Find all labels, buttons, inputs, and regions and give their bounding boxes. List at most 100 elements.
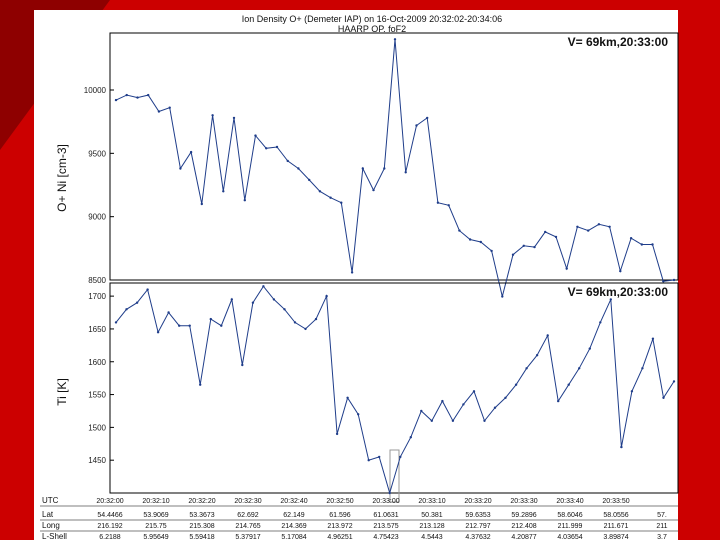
table-cell: 215.308 [189, 523, 214, 530]
bottom-data-point [135, 301, 139, 304]
table-cell: 58.0556 [603, 512, 628, 519]
top-data-point [501, 295, 504, 298]
bottom-data-point [609, 298, 612, 301]
top-data-point [608, 225, 611, 228]
table-cell: 20:32:40 [280, 498, 307, 505]
bottom-data-point [357, 413, 360, 416]
top-data-point [587, 229, 590, 232]
bottom-data-point [293, 321, 297, 324]
bottom-data-point [451, 419, 455, 422]
table-cell: 6.2188 [99, 534, 121, 540]
top-data-point [426, 116, 429, 120]
top-chart-title: Ion Density O+ (Demeter IAP) on 16-Oct-2… [242, 14, 502, 24]
bottom-data-point [220, 324, 223, 327]
table-cell: 20:32:30 [234, 498, 261, 505]
table-cell: 211 [656, 523, 667, 530]
top-data-point [372, 188, 375, 192]
bottom-data-point [314, 317, 318, 321]
top-y-tick-label: 9000 [88, 213, 106, 222]
top-data-point [275, 145, 279, 149]
table-cell: 5.59418 [189, 534, 214, 540]
bottom-data-point [146, 288, 149, 291]
bottom-data-point [430, 419, 433, 422]
top-data-point [125, 93, 128, 97]
bottom-y-tick-label: 1600 [88, 358, 106, 367]
top-data-point [597, 223, 601, 226]
bottom-data-point [209, 317, 212, 321]
table-cell: 20:32:10 [142, 498, 169, 505]
top-chart-legend: V= 69km,20:33:00 [568, 35, 669, 49]
top-data-point [565, 267, 568, 270]
table-row-label: Long [42, 521, 60, 530]
top-data-point [522, 244, 525, 247]
table-cell: 20:32:20 [188, 498, 215, 505]
table-cell: 4.03654 [557, 534, 582, 540]
top-data-point [533, 245, 536, 249]
table-cell: 215.75 [145, 523, 167, 530]
top-y-tick-label: 9500 [88, 149, 106, 158]
top-data-point [458, 229, 461, 232]
top-y-ticks: 8500 9000 9500 10000 [84, 86, 114, 285]
table-cell: 53.3673 [189, 512, 214, 519]
chart-panel [34, 10, 678, 540]
top-data-point [672, 278, 676, 282]
top-data-point [211, 114, 214, 117]
bottom-data-point [651, 337, 655, 340]
top-y-tick-label: 10000 [84, 86, 107, 95]
table-cell: 59.2896 [511, 512, 536, 519]
top-data-point [200, 202, 203, 206]
bottom-data-point [346, 396, 349, 399]
table-cell: 20:33:30 [510, 498, 537, 505]
bottom-data-point [325, 294, 328, 298]
top-data-point [619, 269, 622, 273]
table-cell: 20:33:40 [556, 498, 583, 505]
top-data-point [136, 96, 139, 99]
highlight-marker [389, 449, 400, 503]
bottom-series-line [115, 285, 675, 495]
table-cell: 61.596 [329, 512, 351, 519]
bottom-data-point [567, 383, 570, 386]
top-data-point [329, 196, 332, 199]
bottom-data-point [441, 399, 444, 403]
table-cell: 3.89874 [603, 534, 628, 540]
bottom-y-tick-label: 1450 [88, 456, 106, 465]
table-cell: 214.765 [235, 523, 260, 530]
top-data-point [629, 237, 633, 240]
top-data-point [393, 38, 397, 41]
bottom-data-point [525, 367, 528, 370]
top-data-point [554, 235, 558, 239]
bottom-data-point [241, 363, 244, 367]
table-cell: 20:32:00 [96, 498, 123, 505]
top-data-point [286, 159, 289, 163]
table-cell: 213.128 [419, 523, 444, 530]
bottom-data-point [599, 321, 602, 324]
top-data-point [232, 116, 236, 120]
table-cell: 20:32:50 [326, 498, 353, 505]
top-data-point [308, 178, 311, 182]
table-cell: 4.20877 [511, 534, 536, 540]
bottom-data-point [630, 390, 634, 393]
top-y-tick-label: 8500 [88, 276, 106, 285]
bottom-data-point [199, 383, 202, 386]
bottom-data-point [546, 334, 549, 337]
table-cell: 62.149 [283, 512, 305, 519]
bottom-data-point [620, 445, 623, 449]
bottom-data-point [262, 285, 265, 288]
table-cell: 62.692 [237, 512, 259, 519]
bottom-plot-frame [109, 282, 679, 494]
bottom-data-point [662, 396, 665, 399]
top-data-point [544, 230, 547, 234]
top-data-point [265, 147, 268, 150]
top-data-point [222, 190, 225, 193]
table-cell: 53.9069 [143, 512, 168, 519]
top-data-point [468, 238, 472, 241]
table-cell: 50.381 [421, 512, 443, 519]
top-data-point [662, 280, 665, 283]
top-data-point [114, 98, 118, 102]
top-data-point [297, 167, 300, 170]
bottom-data-point [272, 298, 276, 301]
top-data-point [243, 199, 246, 202]
top-data-point [318, 190, 322, 193]
orbit-table: UTC Lat Long L-Shell 20:32:00 54.4466 216.192 6… [40, 496, 678, 540]
table-cell: 20:33:50 [602, 498, 629, 505]
